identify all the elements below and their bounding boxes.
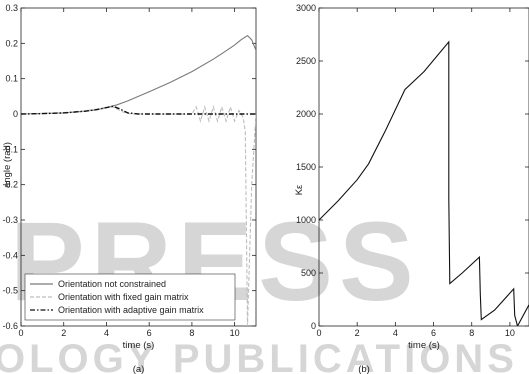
legend-entry: Orientation with adaptive gain matrix — [58, 305, 204, 315]
x-tick-label: 4 — [104, 328, 109, 338]
x-tick-label: 10 — [505, 328, 515, 338]
y-tick-label: -0.6 — [2, 321, 18, 331]
x-tick-label: 6 — [147, 328, 152, 338]
y-tick-label: 0.1 — [5, 74, 18, 84]
y-axis-label: angle (rad) — [2, 142, 13, 188]
series-line-0 — [319, 40, 529, 326]
x-tick-label: 0 — [316, 328, 321, 338]
y-tick-label: 2500 — [296, 56, 316, 66]
y-tick-label: 3000 — [296, 3, 316, 13]
y-tick-label: -0.3 — [2, 215, 18, 225]
y-tick-label: -0.4 — [2, 250, 18, 260]
panel-label: (b) — [358, 364, 370, 374]
series-line-orientation-with-adaptive-gain-matrix — [21, 105, 256, 115]
panel-b: 0 500 1000 1500 2000 2500 3000 0 2 4 6 8 10 time (s) K… — [294, 3, 529, 374]
legend-entry: Orientation with fixed gain matrix — [58, 292, 189, 302]
y-tick-label: 2000 — [296, 109, 316, 119]
y-tick-label: 0.3 — [5, 3, 18, 13]
plot-frame — [20, 7, 257, 327]
x-axis-label: time (s) — [408, 340, 440, 351]
y-tick-label: -0.1 — [2, 144, 18, 154]
y-tick-label: 500 — [301, 268, 316, 278]
x-tick-label: 0 — [18, 328, 23, 338]
panel-a: -0.6 -0.5 -0.4 -0.3 -0.2 -0.1 0 0.1 0.2 0.3 0 2 4 6 8 1… — [2, 3, 257, 374]
y-axis-label: Kε — [294, 184, 305, 195]
x-tick-label: 10 — [230, 328, 240, 338]
x-tick-label: 2 — [61, 328, 66, 338]
series-line-orientation-with-fixed-gain-matrix — [21, 104, 256, 326]
y-tick-label: -0.5 — [2, 286, 18, 296]
y-tick-label: 1000 — [296, 215, 316, 225]
x-axis-label: time (s) — [123, 340, 155, 351]
x-tick-label: 8 — [189, 328, 194, 338]
y-tick-label: 0.2 — [5, 38, 18, 48]
panel-label: (a) — [133, 364, 145, 374]
legend-box — [24, 273, 236, 321]
x-tick-label: 4 — [393, 328, 398, 338]
y-tick-label: 1500 — [296, 162, 316, 172]
legend-entry: Orientation not constrained — [58, 279, 166, 289]
x-tick-label: 8 — [469, 328, 474, 338]
series-line-orientation-not-constrained — [21, 34, 256, 115]
y-tick-label: 0 — [13, 109, 18, 119]
x-tick-label: 6 — [431, 328, 436, 338]
y-tick-label: -0.2 — [2, 180, 18, 190]
x-tick-label: 2 — [355, 328, 360, 338]
watermark-bottom: OLOGY PUBLICATIONS — [0, 337, 518, 374]
y-tick-label: 0 — [311, 321, 316, 331]
